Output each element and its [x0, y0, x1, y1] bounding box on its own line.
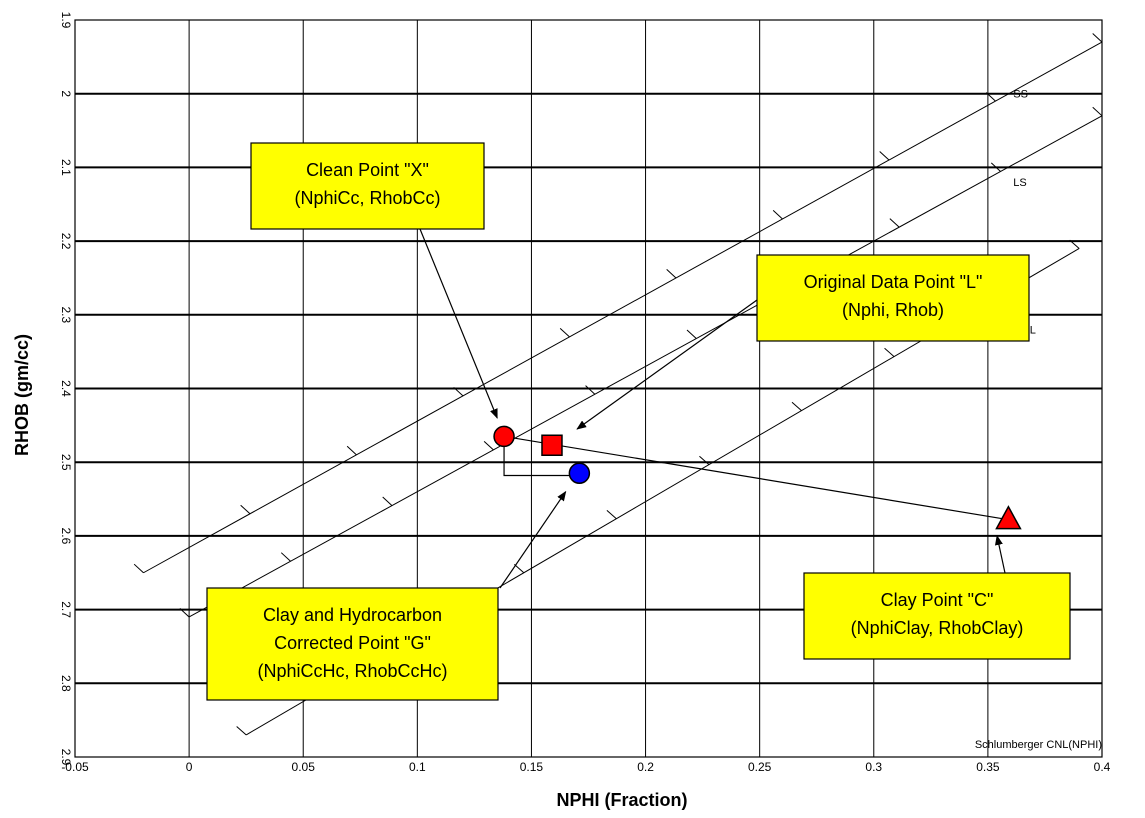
annotation-box [756, 254, 1030, 342]
lithology-tick [1069, 239, 1080, 249]
clay-line [503, 435, 1009, 521]
x-tick-label: 0.3 [865, 760, 882, 774]
y-tick-label: 2.1 [59, 159, 73, 176]
x-tick-label: 0.2 [637, 760, 654, 774]
lithology-label-ss: SS [1013, 89, 1028, 101]
annotation-text: (NphiCcHc, RhobCcHc) [257, 661, 447, 681]
annotation-arrow [499, 490, 567, 589]
data-point [995, 505, 1022, 530]
annotation-arrow [995, 534, 1006, 574]
y-tick-label: 2.2 [59, 233, 73, 250]
lithology-tick [1092, 106, 1103, 117]
grid [74, 19, 1103, 758]
y-tick-label: 2.4 [59, 380, 73, 397]
annotation-text: Clay Point "C" [881, 590, 994, 610]
lithology-tick [453, 386, 464, 397]
lithology-tick [346, 445, 357, 456]
lithology-tick [772, 210, 783, 220]
lithology-line-ls [188, 115, 1103, 618]
lithology-line-ss [143, 41, 1103, 574]
lithology-label-ls: LS [1013, 177, 1026, 189]
data-point [541, 434, 563, 456]
annotations: Clean Point "X" (NphiCc, RhobCc) Original … [206, 142, 1071, 701]
lithology-tick [133, 563, 144, 574]
y-tick-label: 2.5 [59, 454, 73, 471]
footnote: Schlumberger CNL(NPHI) [975, 739, 1102, 751]
lithology-tick [585, 385, 596, 395]
x-tick-label: 0.05 [292, 760, 316, 774]
lithology-tick [179, 608, 190, 618]
lithology-tick [686, 329, 697, 339]
annotation-box [250, 142, 485, 230]
x-tick-label: 0 [186, 760, 193, 774]
annotation-text: Clay and Hydrocarbon [263, 605, 442, 625]
lithology-tick [699, 455, 710, 466]
plot-border [74, 19, 1103, 758]
correction-path [503, 436, 580, 477]
y-tick-label: 2.9 [59, 749, 73, 766]
y-tick-label: 2.8 [59, 675, 73, 692]
annotation-text: (NphiCc, RhobCc) [294, 188, 440, 208]
y-tick-label: 2.3 [59, 306, 73, 323]
lithology-tick [382, 496, 393, 506]
y-tick-label: 2 [59, 90, 73, 97]
annotation-text: Clean Point "X" [306, 160, 429, 180]
y-tick-label: 2.7 [59, 601, 73, 618]
lithology-tick [280, 552, 291, 562]
lithology-tick [990, 162, 1001, 172]
annotation-text: (NphiClay, RhobClay) [851, 618, 1024, 638]
annotation-box [803, 572, 1071, 660]
lithology-tick [1092, 33, 1103, 43]
tick-labels: -0.05 0 0.05 0.1 0.15 0.2 0.25 0.3 0.35 0.4 1.9 2 2.… [59, 12, 1111, 774]
x-tick-label: -0.05 [61, 760, 89, 774]
data-points [493, 425, 1022, 530]
annotation-arrow [576, 299, 758, 430]
lithology-tick [483, 440, 494, 451]
lithology-tick [889, 218, 900, 228]
annotation-text: (Nphi, Rhob) [842, 300, 944, 320]
x-tick-label: 0.1 [409, 760, 426, 774]
lithology-tick [606, 509, 617, 520]
lithology-tick [514, 564, 525, 574]
x-tick-label: 0.15 [520, 760, 544, 774]
construction-lines [503, 435, 1009, 521]
lithology-tick [240, 504, 251, 515]
data-point [568, 462, 591, 485]
lithology-tick [985, 92, 996, 102]
lithology-tick [236, 726, 247, 736]
x-tick-label: 0.35 [976, 760, 1000, 774]
lithology-tick [884, 347, 895, 357]
annotation-arrow [419, 228, 498, 419]
annotation-text: Original Data Point "L" [804, 272, 983, 292]
lithology-tick [666, 269, 677, 279]
annotation-box [206, 587, 499, 701]
x-tick-label: 0.25 [748, 760, 772, 774]
y-axis-title: RHOB (gm/cc) [12, 334, 32, 456]
y-tick-label: 2.6 [59, 528, 73, 545]
x-tick-label: 0.4 [1094, 760, 1111, 774]
lithology-tick [879, 151, 890, 161]
annotation-text: Corrected Point "G" [274, 633, 431, 653]
lithology-tick [791, 401, 802, 411]
lithology-tick [559, 327, 570, 338]
y-tick-label: 1.9 [59, 12, 73, 29]
data-point [493, 425, 515, 448]
x-axis-title: NPHI (Fraction) [556, 790, 687, 810]
